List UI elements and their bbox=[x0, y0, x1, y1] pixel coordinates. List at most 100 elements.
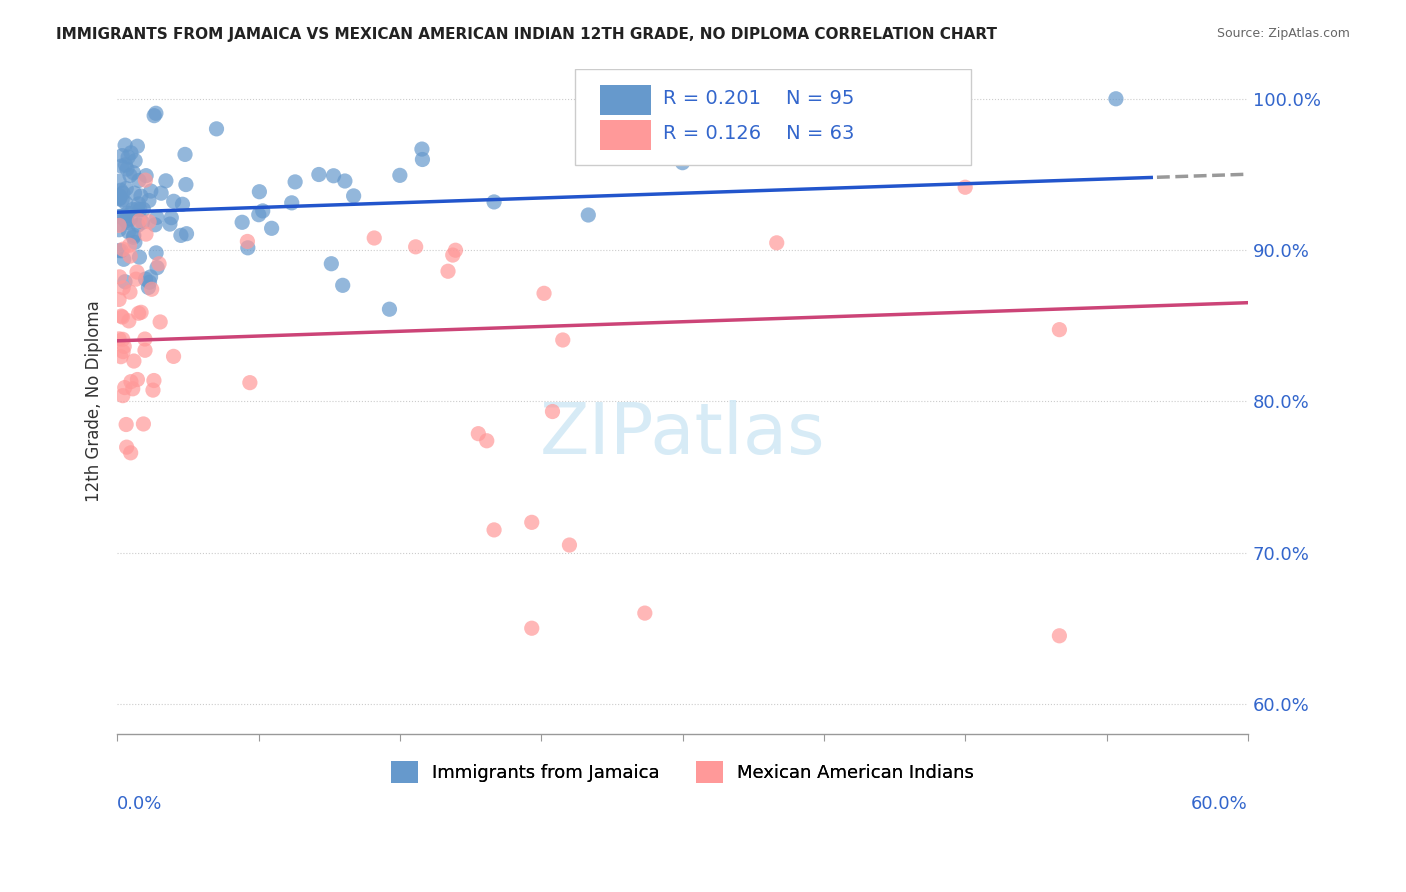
Point bbox=[671, 155, 693, 169]
Point bbox=[112, 281, 135, 295]
Point bbox=[132, 202, 155, 217]
FancyBboxPatch shape bbox=[575, 69, 970, 165]
Point bbox=[114, 195, 136, 210]
Point bbox=[132, 417, 155, 431]
Point bbox=[128, 250, 150, 264]
Point bbox=[308, 168, 330, 182]
Point bbox=[533, 286, 555, 301]
Point bbox=[1105, 92, 1128, 106]
Point bbox=[125, 265, 148, 279]
Point bbox=[236, 235, 259, 249]
Point bbox=[131, 215, 153, 229]
Point bbox=[128, 202, 150, 217]
Point bbox=[108, 188, 131, 202]
Point bbox=[127, 372, 149, 386]
Point bbox=[145, 106, 167, 120]
Point bbox=[411, 142, 433, 156]
Point bbox=[127, 202, 149, 216]
Point bbox=[239, 376, 262, 390]
Point bbox=[117, 206, 139, 220]
Point bbox=[260, 221, 283, 235]
Point bbox=[205, 121, 228, 136]
Point bbox=[444, 244, 467, 258]
Point bbox=[155, 174, 177, 188]
Point bbox=[120, 249, 142, 263]
Point bbox=[108, 219, 131, 233]
Point bbox=[110, 183, 132, 197]
Point bbox=[135, 227, 157, 241]
Point bbox=[122, 228, 145, 243]
Point bbox=[138, 194, 160, 208]
Point bbox=[1047, 323, 1070, 337]
Point bbox=[111, 332, 134, 346]
Point bbox=[145, 211, 167, 225]
Point bbox=[122, 230, 145, 244]
Text: 60.0%: 60.0% bbox=[1191, 795, 1249, 813]
Point bbox=[115, 214, 138, 228]
Point bbox=[115, 181, 138, 195]
Point bbox=[236, 241, 259, 255]
Point bbox=[143, 218, 166, 232]
Point bbox=[122, 354, 145, 368]
Point bbox=[475, 434, 498, 448]
Point bbox=[482, 194, 505, 209]
Point bbox=[110, 210, 132, 224]
Point bbox=[120, 375, 142, 389]
Point bbox=[134, 332, 156, 346]
Point bbox=[150, 186, 173, 201]
Point bbox=[322, 169, 344, 183]
Point bbox=[114, 275, 136, 289]
Point bbox=[634, 606, 657, 620]
Point bbox=[333, 174, 356, 188]
Point bbox=[162, 350, 184, 364]
Point bbox=[134, 343, 156, 358]
Point bbox=[284, 175, 307, 189]
Text: R = 0.126    N = 63: R = 0.126 N = 63 bbox=[664, 124, 855, 144]
Point bbox=[127, 139, 149, 153]
Point bbox=[112, 344, 135, 359]
Point bbox=[108, 189, 131, 203]
Point bbox=[108, 210, 131, 224]
Text: IMMIGRANTS FROM JAMAICA VS MEXICAN AMERICAN INDIAN 12TH GRADE, NO DIPLOMA CORREL: IMMIGRANTS FROM JAMAICA VS MEXICAN AMERI… bbox=[56, 27, 997, 42]
Point bbox=[115, 417, 138, 432]
Point bbox=[128, 173, 150, 187]
Point bbox=[411, 153, 433, 167]
Point bbox=[174, 147, 197, 161]
Point bbox=[111, 193, 134, 207]
Point bbox=[576, 208, 599, 222]
Point bbox=[280, 195, 302, 210]
Point bbox=[120, 211, 142, 226]
Point bbox=[378, 302, 401, 317]
Point bbox=[118, 285, 141, 300]
Point bbox=[114, 138, 136, 153]
Point bbox=[551, 333, 574, 347]
Point bbox=[127, 218, 149, 232]
Point bbox=[163, 194, 186, 209]
Point bbox=[129, 305, 152, 319]
Point bbox=[247, 185, 270, 199]
Point bbox=[138, 215, 160, 229]
Point bbox=[953, 180, 976, 194]
Point bbox=[110, 159, 132, 173]
Point bbox=[388, 169, 411, 183]
Point bbox=[110, 244, 132, 258]
Point bbox=[159, 217, 181, 231]
Point bbox=[114, 381, 136, 395]
Point bbox=[321, 257, 343, 271]
Point bbox=[125, 272, 148, 286]
Text: ZIPatlas: ZIPatlas bbox=[540, 401, 825, 469]
Point bbox=[111, 186, 134, 200]
Point bbox=[139, 269, 162, 284]
Point bbox=[108, 218, 131, 232]
Point bbox=[115, 210, 138, 224]
Point bbox=[124, 153, 146, 168]
Point bbox=[124, 235, 146, 250]
Point bbox=[520, 516, 543, 530]
Point bbox=[112, 339, 135, 353]
Point bbox=[558, 538, 581, 552]
Point bbox=[765, 235, 787, 250]
Point bbox=[541, 404, 564, 418]
Point bbox=[121, 202, 143, 217]
Point bbox=[138, 275, 160, 289]
Point bbox=[111, 242, 134, 256]
